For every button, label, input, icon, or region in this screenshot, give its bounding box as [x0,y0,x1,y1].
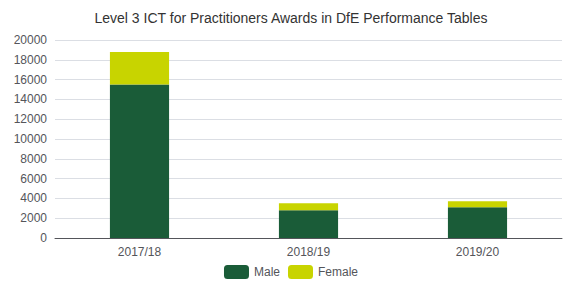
svg-text:Level 3 ICT for Practitioners: Level 3 ICT for Practitioners Awards in … [95,10,488,26]
svg-text:14000: 14000 [14,92,48,106]
svg-text:Female: Female [318,265,358,279]
svg-text:16000: 16000 [14,73,48,87]
svg-text:12000: 12000 [14,112,48,126]
svg-text:18000: 18000 [14,53,48,67]
svg-text:10000: 10000 [14,132,48,146]
svg-text:2019/20: 2019/20 [456,245,500,259]
svg-text:0: 0 [40,231,47,245]
svg-text:4000: 4000 [20,191,47,205]
svg-text:2017/18: 2017/18 [118,245,162,259]
svg-text:2000: 2000 [20,211,47,225]
svg-text:8000: 8000 [20,152,47,166]
svg-text:Male: Male [254,265,280,279]
svg-text:6000: 6000 [20,172,47,186]
svg-text:20000: 20000 [14,33,48,47]
svg-text:2018/19: 2018/19 [287,245,331,259]
